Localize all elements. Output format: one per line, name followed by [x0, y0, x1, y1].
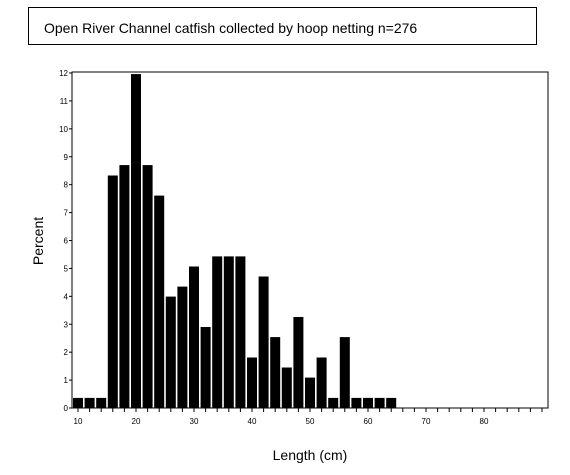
y-tick-label-8: 8 [64, 181, 69, 190]
y-tick-label-5: 5 [64, 264, 69, 273]
x-tick-label-70: 70 [422, 417, 431, 426]
bar-52cm [316, 357, 327, 408]
bar-12cm [84, 397, 95, 408]
bar-34cm [212, 256, 223, 408]
bar-64cm [386, 397, 397, 408]
y-tick-label-3: 3 [64, 320, 69, 329]
y-tick-label-9: 9 [64, 153, 69, 162]
bar-44cm [270, 337, 281, 408]
bar-14cm [96, 397, 107, 408]
y-tick-label-11: 11 [60, 97, 69, 106]
x-axis: 10 20 30 40 50 60 70 80 [74, 408, 543, 426]
y-tick-label-12: 12 [59, 69, 68, 78]
bar-28cm [177, 286, 188, 408]
x-tick-label-30: 30 [190, 417, 199, 426]
bar-48cm [293, 317, 304, 408]
bar-20cm [131, 74, 141, 408]
bar-60cm [363, 397, 373, 408]
bar-58cm [351, 397, 362, 408]
bar-38cm [235, 256, 246, 408]
bar-18cm [119, 165, 130, 408]
y-tick-label-0: 0 [64, 404, 69, 413]
bar-42cm [258, 276, 269, 408]
bar-40cm [247, 357, 257, 408]
y-tick-label-2: 2 [64, 348, 69, 357]
bar-10cm [73, 397, 83, 408]
bar-36cm [223, 256, 234, 408]
y-tick-label-4: 4 [64, 292, 69, 301]
x-tick-label-60: 60 [364, 417, 373, 426]
bar-46cm [281, 367, 292, 408]
y-axis-title: Percent [30, 217, 46, 265]
y-tick-label-7: 7 [64, 209, 69, 218]
chart-title-box: Open River Channel catfish collected by … [28, 7, 537, 45]
y-tick-label-1: 1 [64, 376, 69, 385]
y-tick-label-6: 6 [64, 237, 69, 246]
bar-22cm [142, 165, 153, 408]
bar-62cm [374, 397, 385, 408]
x-tick-label-10: 10 [74, 417, 83, 426]
x-axis-title: Length (cm) [273, 447, 348, 463]
bar-30cm [189, 266, 199, 408]
x-tick-label-40: 40 [248, 417, 257, 426]
x-tick-label-80: 80 [480, 417, 489, 426]
bars-group [73, 74, 397, 408]
bar-54cm [328, 397, 339, 408]
chart-title: Open River Channel catfish collected by … [44, 20, 418, 36]
bar-56cm [339, 337, 350, 408]
bar-50cm [305, 377, 315, 408]
bar-26cm [165, 296, 176, 408]
bar-24cm [154, 195, 165, 408]
bar-32cm [200, 327, 211, 408]
x-tick-label-20: 20 [132, 417, 141, 426]
x-tick-label-50: 50 [306, 417, 315, 426]
y-tick-label-10: 10 [59, 125, 68, 134]
bar-16cm [107, 175, 118, 408]
